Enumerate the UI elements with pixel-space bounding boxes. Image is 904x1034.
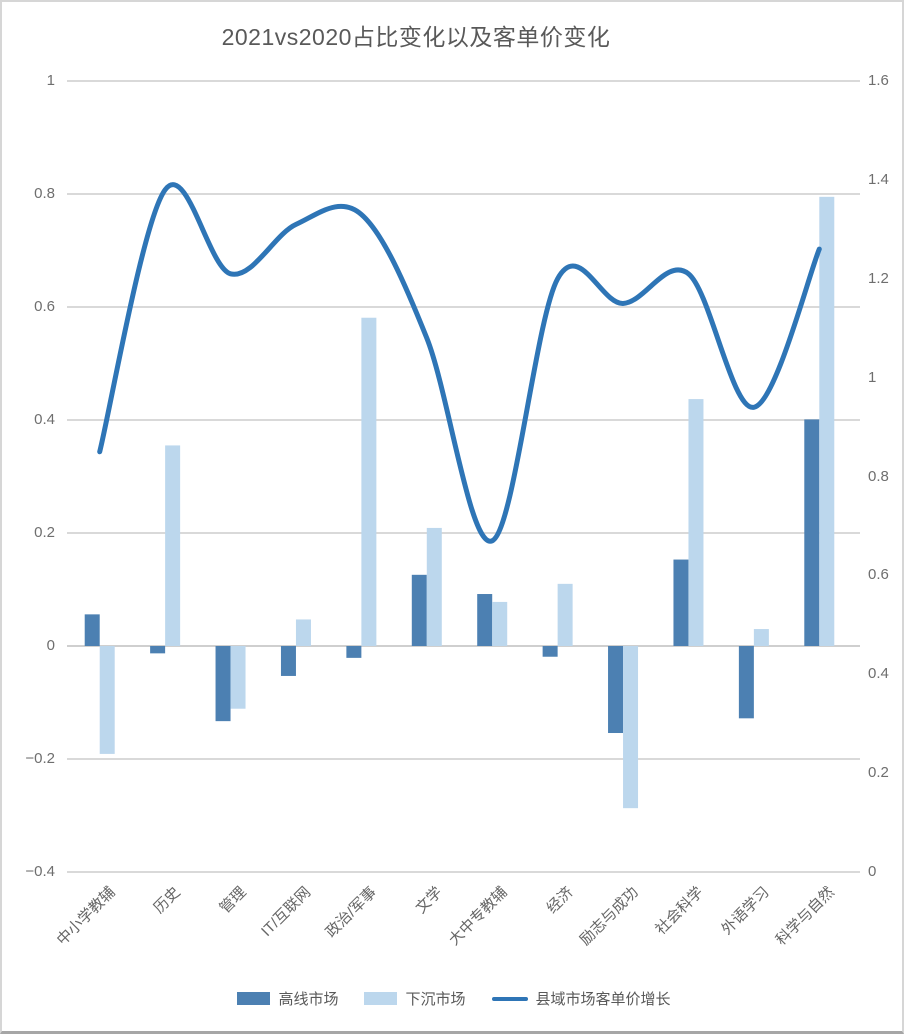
bar-high-line-market-10 — [738, 646, 754, 719]
right-axis-tick-label: 0 — [868, 863, 877, 880]
right-axis-tick-label: 1.6 — [868, 72, 889, 89]
left-axis-tick-label: 1 — [46, 72, 55, 89]
legend-item-high-line-market: 高线市场 — [237, 988, 338, 1009]
left-axis-tick-label: 0.6 — [34, 298, 55, 315]
legend-line-swatch-county-market-price-growth — [491, 996, 528, 1001]
left-axis-tick-label: −0.2 — [25, 750, 55, 767]
bar-sinking-market-5 — [426, 527, 442, 646]
chart-title: 2021vs2020占比变化以及客单价变化 — [221, 24, 611, 50]
bar-high-line-market-7 — [542, 646, 558, 657]
bar-sinking-market-7 — [557, 583, 573, 646]
left-axis-tick-label: 0.8 — [34, 185, 55, 202]
right-axis-tick-label: 0.4 — [868, 665, 889, 683]
legend-item-sinking-market: 下沉市场 — [364, 988, 466, 1009]
bar-sinking-market-4 — [361, 317, 377, 646]
bar-high-line-market-2 — [215, 646, 231, 722]
bar-high-line-market-0 — [84, 614, 100, 646]
legend-item-county-market-price-growth: 县域市场客单价增长 — [491, 988, 671, 1009]
bar-sinking-market-9 — [688, 399, 704, 646]
bar-sinking-market-2 — [230, 646, 246, 709]
left-axis-tick-label: 0.2 — [34, 524, 55, 541]
right-axis-tick-label: 0.6 — [868, 566, 889, 584]
bar-high-line-market-9 — [673, 559, 689, 646]
legend-label-high-line-market: 高线市场 — [278, 991, 339, 1008]
left-axis-tick-label: 0.4 — [34, 411, 55, 428]
bar-sinking-market-11 — [819, 196, 835, 646]
bar-sinking-market-8 — [623, 646, 639, 809]
legend-label-sinking-market: 下沉市场 — [405, 991, 466, 1008]
bar-high-line-market-3 — [280, 646, 296, 676]
bar-sinking-market-0 — [99, 646, 115, 754]
bar-high-line-market-8 — [608, 646, 624, 734]
legend-label-county-market-price-growth: 县域市场客单价增长 — [535, 991, 671, 1008]
bar-high-line-market-4 — [346, 646, 362, 658]
left-axis-tick-label: −0.4 — [25, 863, 55, 880]
legend-bar-swatch-sinking-market — [364, 992, 398, 1005]
right-axis-tick-label: 1 — [868, 368, 877, 386]
bar-high-line-market-1 — [150, 646, 166, 654]
bar-high-line-market-5 — [411, 574, 427, 646]
chart-legend: 高线市场 下沉市场 县域市场客单价增长 — [2, 988, 902, 1009]
right-axis-tick-label: 1.4 — [868, 170, 889, 188]
bar-high-line-market-11 — [804, 419, 820, 646]
right-axis-tick-label: 0.8 — [868, 467, 889, 485]
bar-sinking-market-3 — [295, 619, 311, 646]
bar-sinking-market-10 — [753, 629, 769, 646]
bar-sinking-market-1 — [165, 445, 181, 646]
line-series-county-market-price-growth — [97, 182, 822, 544]
legend-bar-swatch-high-line-market — [237, 992, 271, 1005]
right-axis-tick-label: 0.2 — [868, 764, 889, 782]
right-axis-tick-label: 1.2 — [868, 269, 889, 287]
bar-sinking-market-6 — [492, 601, 508, 646]
left-axis-tick-label: 0 — [46, 637, 55, 654]
bar-high-line-market-6 — [477, 594, 493, 646]
